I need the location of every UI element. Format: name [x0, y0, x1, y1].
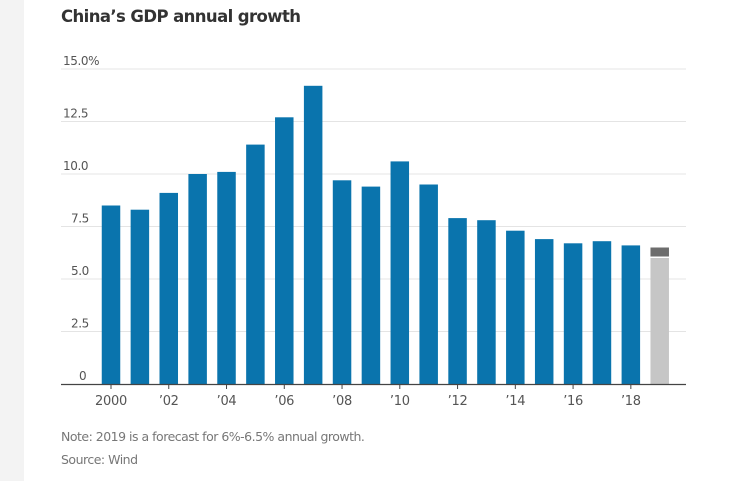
bar-2000	[101, 205, 121, 384]
bar-2013	[477, 220, 496, 384]
x-tick-label: ’18	[621, 394, 641, 409]
bar-forecast-low-2019	[650, 258, 669, 384]
bar-2003	[188, 174, 207, 384]
y-tick-label: 10.0	[63, 159, 88, 173]
y-tick-label: 0	[79, 369, 86, 383]
bar-2005	[246, 144, 265, 384]
y-axis-labels: 0 2.5 5.0 7.5 10.0 12.5 15.0%	[63, 54, 100, 383]
x-tick-label: ’12	[448, 394, 468, 409]
bar-2008	[332, 180, 352, 384]
bar-2001	[130, 209, 150, 384]
y-tick-label: 15.0%	[63, 54, 99, 68]
x-tick-label: ’04	[217, 394, 237, 409]
bar-2015	[534, 239, 554, 384]
bar-forecast-range-2019	[650, 247, 669, 257]
bar-2010	[390, 161, 410, 384]
y-tick-label: 2.5	[71, 317, 89, 331]
chart-title: China’s GDP annual growth	[61, 7, 301, 26]
bar-2007	[303, 85, 323, 385]
bar-2009	[361, 186, 381, 384]
x-tick-label: ’02	[159, 394, 179, 409]
x-tick-label: 2000	[95, 394, 127, 409]
chart-note: Note: 2019 is a forecast for 6%-6.5% ann…	[61, 429, 365, 444]
bar-2016	[563, 243, 583, 384]
bar-2018	[621, 245, 641, 384]
x-tick-label: ’16	[563, 394, 583, 409]
y-tick-label: 5.0	[71, 264, 89, 278]
bar-2012	[448, 218, 467, 384]
x-tick-label: ’06	[274, 394, 294, 409]
bar-2002	[159, 192, 179, 384]
bar-2006	[275, 117, 294, 385]
y-tick-label: 7.5	[71, 212, 89, 226]
y-tick-label: 12.5	[63, 107, 88, 121]
bar-2011	[419, 184, 438, 384]
bar-2004	[217, 171, 236, 384]
x-axis: 2000 ’02 ’04 ’06 ’08 ’10 ’12 ’14 ’16 ’18	[61, 383, 686, 409]
bar-2017	[592, 241, 612, 384]
x-tick-label: ’10	[390, 394, 410, 409]
left-margin-strip	[0, 0, 24, 481]
chart-source: Source: Wind	[61, 452, 138, 467]
x-tick-label: ’14	[505, 394, 525, 409]
bars	[101, 85, 669, 385]
x-tick-label: ’08	[332, 394, 352, 409]
bar-2014	[506, 230, 525, 384]
